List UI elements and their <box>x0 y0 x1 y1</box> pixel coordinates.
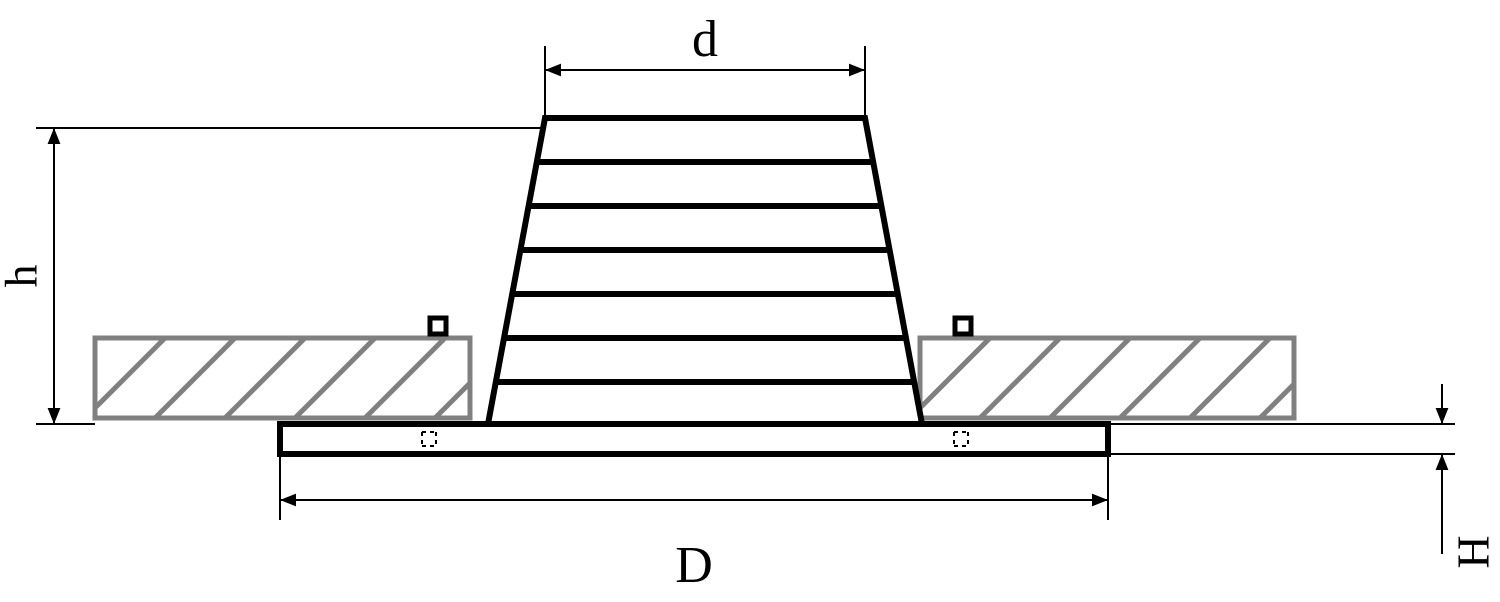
base-plate <box>280 424 1108 454</box>
dim-d-label: d <box>692 11 718 68</box>
small-square-right <box>955 318 971 334</box>
flange-hatch-right <box>920 338 1294 418</box>
dim-h-label: h <box>0 265 47 288</box>
small-square-left <box>430 318 446 334</box>
dim-H-label: H <box>1448 535 1499 568</box>
flange-hatch-left <box>95 338 470 418</box>
dim-D-label: D <box>675 537 713 594</box>
